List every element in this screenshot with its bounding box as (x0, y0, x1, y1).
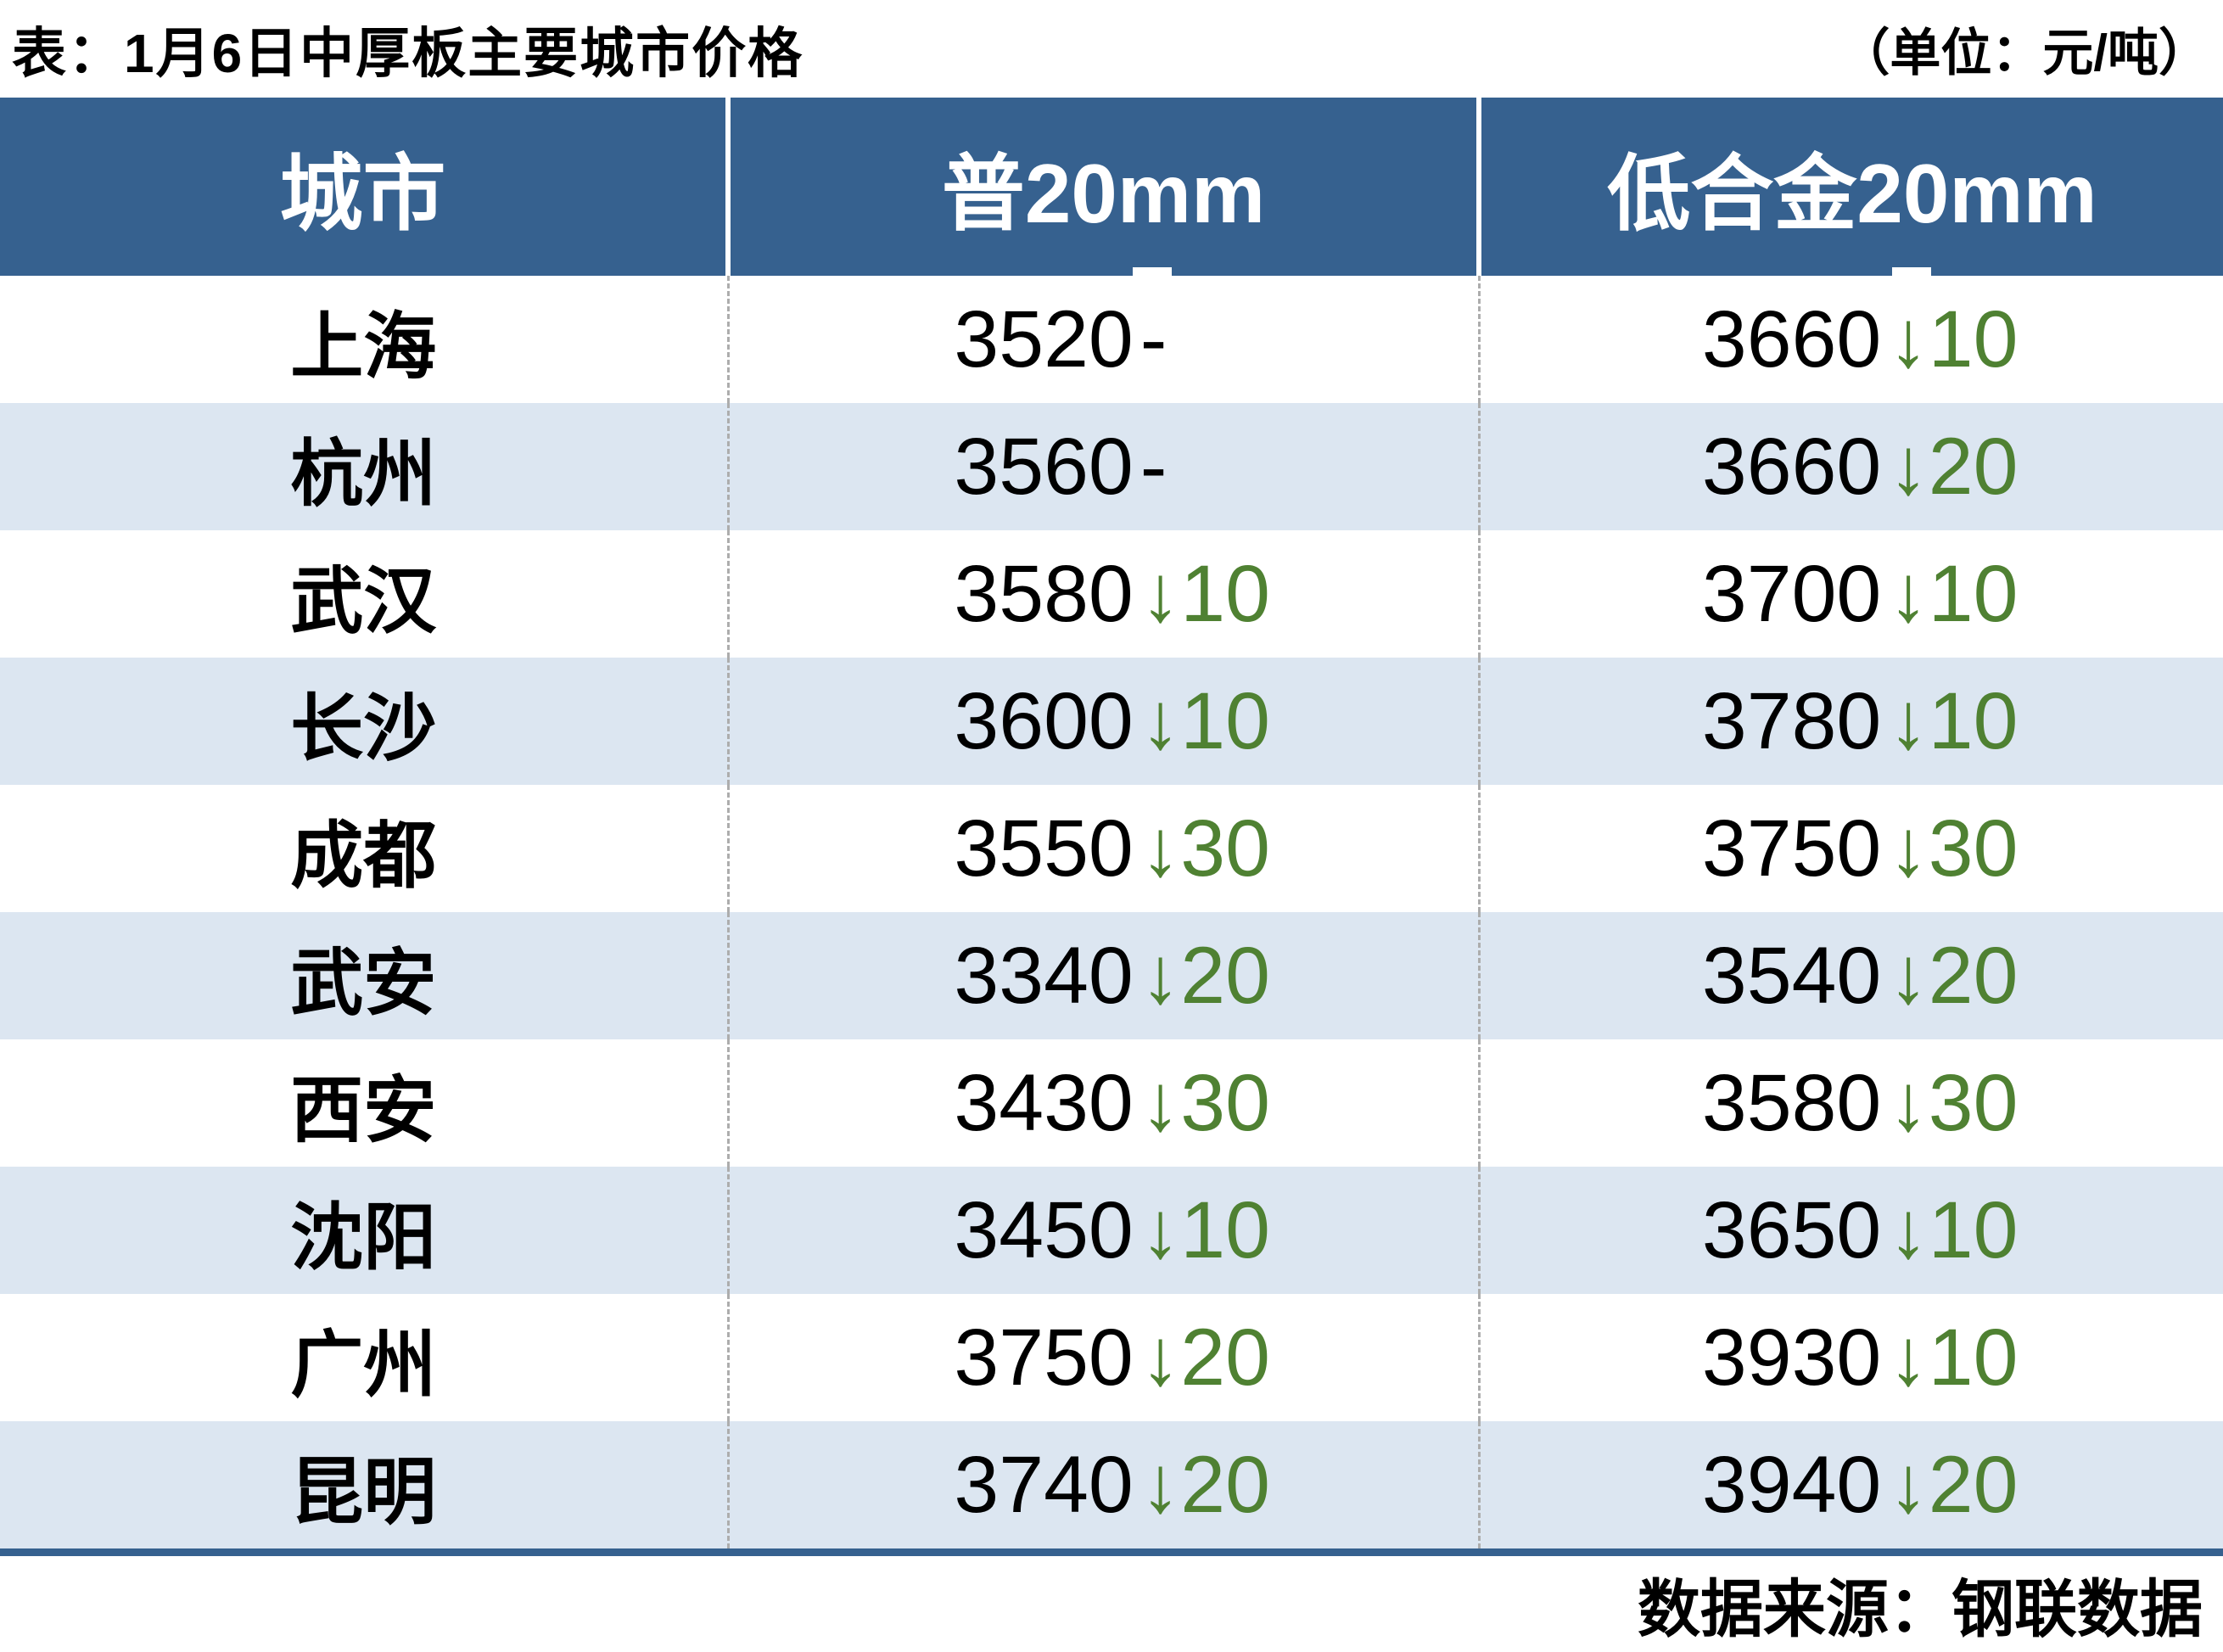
price-value: 3660 (1701, 421, 1882, 512)
price-change: - (1139, 421, 1167, 512)
city-cell: 杭州 (290, 433, 437, 515)
table-row: 武安 3340↓20 3540↓20 (0, 912, 2223, 1039)
table-title: 表：1月6日中厚板主要城市价格 (12, 22, 804, 84)
price-change: ↓10 (1888, 675, 2019, 766)
lowalloy20mm-cell: 3580↓30 (1477, 1039, 2223, 1167)
figure-header: 表：1月6日中厚板主要城市价格 （单位：元/吨） (0, 0, 2223, 98)
price-value: 3450 (954, 1184, 1134, 1275)
header-notch (1133, 267, 1172, 276)
price-change: ↓20 (1888, 1439, 2019, 1530)
pu20mm-cell: 3580↓10 (726, 530, 1479, 658)
table-row: 武汉 3580↓10 3700↓10 (0, 530, 2223, 658)
price-value: 3740 (954, 1439, 1134, 1530)
price-value: 3560 (954, 421, 1134, 512)
price-change: ↓10 (1888, 1184, 2019, 1275)
data-source-label: 数据来源：钢联数据 (1638, 1574, 2203, 1644)
city-cell: 广州 (290, 1324, 437, 1406)
city-cell: 武安 (290, 942, 437, 1024)
pu20mm-cell: 3750↓20 (726, 1294, 1479, 1421)
header-pu20mm: 普20mm (725, 98, 1479, 276)
price-value: 3600 (954, 675, 1134, 766)
price-change: ↓20 (1139, 1439, 1270, 1530)
price-value: 3550 (954, 803, 1134, 893)
price-value: 3930 (1701, 1312, 1882, 1403)
price-change: ↓20 (1888, 930, 2019, 1021)
unit-note: （单位：元/吨） (1839, 25, 2209, 81)
pu20mm-cell: 3340↓20 (726, 912, 1479, 1039)
city-cell: 武汉 (290, 560, 437, 642)
lowalloy20mm-cell: 3750↓30 (1477, 785, 2223, 912)
city-cell: 昆明 (290, 1451, 437, 1533)
header-city: 城市 (0, 98, 728, 276)
city-cell: 长沙 (290, 687, 437, 770)
price-value: 3580 (1701, 1057, 1882, 1148)
price-value: 3750 (954, 1312, 1134, 1403)
price-table: 城市 普20mm 低合金20mm 上海 3520- 3660↓10 杭州 356… (0, 98, 2223, 1548)
price-change: ↓30 (1139, 1057, 1270, 1148)
pu20mm-cell: 3600↓10 (726, 658, 1479, 785)
city-cell: 沈阳 (290, 1196, 437, 1279)
price-change: ↓10 (1888, 548, 2019, 639)
price-value: 3340 (954, 930, 1134, 1021)
price-change: ↓10 (1139, 548, 1270, 639)
pu20mm-cell: 3550↓30 (726, 785, 1479, 912)
lowalloy20mm-cell: 3940↓20 (1477, 1421, 2223, 1548)
table-row: 西安 3430↓30 3580↓30 (0, 1039, 2223, 1167)
price-change: ↓20 (1888, 421, 2019, 512)
price-change: ↓10 (1888, 294, 2019, 384)
lowalloy20mm-cell: 3540↓20 (1477, 912, 2223, 1039)
price-change: ↓30 (1888, 803, 2019, 893)
header-row: 城市 普20mm 低合金20mm (0, 98, 2223, 276)
pu20mm-cell: 3560- (726, 403, 1479, 530)
lowalloy20mm-cell: 3650↓10 (1477, 1167, 2223, 1294)
lowalloy20mm-cell: 3660↓20 (1477, 403, 2223, 530)
price-change: ↓10 (1139, 1184, 1270, 1275)
city-cell: 西安 (290, 1069, 437, 1151)
table-row: 杭州 3560- 3660↓20 (0, 403, 2223, 530)
price-change: ↓30 (1888, 1057, 2019, 1148)
price-value: 3700 (1701, 548, 1882, 639)
table-row: 长沙 3600↓10 3780↓10 (0, 658, 2223, 785)
table-row: 上海 3520- 3660↓10 (0, 276, 2223, 403)
price-value: 3580 (954, 548, 1134, 639)
pu20mm-cell: 3430↓30 (726, 1039, 1479, 1167)
price-change: ↓10 (1888, 1312, 2019, 1403)
price-value: 3520 (954, 294, 1134, 384)
table-row: 沈阳 3450↓10 3650↓10 (0, 1167, 2223, 1294)
price-value: 3540 (1701, 930, 1882, 1021)
pu20mm-cell: 3520- (726, 276, 1479, 403)
price-change: ↓30 (1139, 803, 1270, 893)
table-row: 昆明 3740↓20 3940↓20 (0, 1421, 2223, 1548)
price-value: 3650 (1701, 1184, 1882, 1275)
header-notch (1892, 267, 1931, 276)
price-change: ↓10 (1139, 675, 1270, 766)
pu20mm-cell: 3450↓10 (726, 1167, 1479, 1294)
city-cell: 成都 (290, 815, 437, 897)
table-bottom-rule (0, 1548, 2223, 1556)
price-value: 3660 (1701, 294, 1882, 384)
price-value: 3430 (954, 1057, 1134, 1148)
header-lowalloy20mm: 低合金20mm (1476, 98, 2223, 276)
source-row: 数据来源：钢联数据 (0, 1556, 2223, 1652)
lowalloy20mm-cell: 3780↓10 (1477, 658, 2223, 785)
lowalloy20mm-cell: 3930↓10 (1477, 1294, 2223, 1421)
price-change: - (1139, 294, 1167, 384)
table-row: 成都 3550↓30 3750↓30 (0, 785, 2223, 912)
price-value: 3940 (1701, 1439, 1882, 1530)
price-value: 3780 (1701, 675, 1882, 766)
pu20mm-cell: 3740↓20 (726, 1421, 1479, 1548)
price-change: ↓20 (1139, 1312, 1270, 1403)
lowalloy20mm-cell: 3660↓10 (1477, 276, 2223, 403)
lowalloy20mm-cell: 3700↓10 (1477, 530, 2223, 658)
city-cell: 上海 (290, 305, 437, 388)
price-change: ↓20 (1139, 930, 1270, 1021)
price-value: 3750 (1701, 803, 1882, 893)
table-row: 广州 3750↓20 3930↓10 (0, 1294, 2223, 1421)
